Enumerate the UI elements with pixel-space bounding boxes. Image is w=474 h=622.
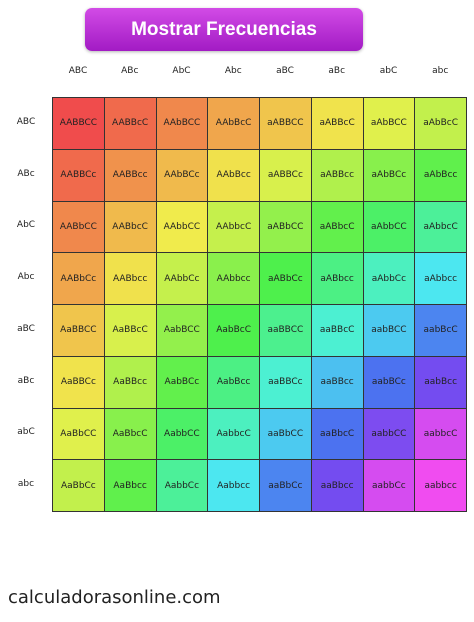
genotype-cell: aAbbcC [414, 200, 467, 254]
genotype-cell: aABBCC [259, 97, 312, 150]
genotype-cell: aABBcC [310, 97, 364, 150]
genotype-cell: aabBCc [362, 355, 416, 409]
genotype-cell: aAbbCC [362, 200, 416, 254]
genotype-cell: AABBCc [52, 148, 105, 202]
column-header: Abc [224, 66, 242, 76]
genotype-cell: AaBbCC [52, 407, 105, 461]
genotype-cell: AABbCC [52, 200, 105, 254]
genotype-cell: AABBcc [103, 148, 157, 202]
row-header: ABC [16, 116, 36, 127]
genotype-cell: aaBbcC [310, 407, 364, 461]
row-header: Abc [17, 272, 35, 283]
genotype-cell: AabBcC [207, 304, 260, 357]
column-header: AbC [172, 66, 191, 76]
row-header: aBc [17, 375, 35, 386]
genotype-cell: AabbCC [155, 407, 209, 461]
genotype-cell: AabBCc [155, 355, 209, 409]
column-header: aBC [276, 66, 294, 76]
row-header: abc [17, 479, 35, 490]
genotype-cell: aaBbcc [310, 459, 364, 512]
genotype-cell: AaBBcC [103, 304, 157, 357]
genotype-cell: AabbcC [207, 407, 260, 461]
genotype-cell: AAbBCC [155, 97, 209, 150]
footer: calculadorasonline.com [8, 587, 221, 608]
row-header: ABc [17, 168, 35, 179]
row-header: abC [17, 427, 35, 438]
row-header: AbC [16, 220, 36, 231]
genotype-cell: aaBBcC [310, 304, 364, 357]
genotype-cell: aAbBcC [414, 97, 467, 150]
row-header: aBC [17, 323, 35, 334]
genotype-cell: AabBcc [207, 355, 260, 409]
genotype-cell: aabBcc [414, 355, 467, 409]
genotype-cell: AABBcC [103, 97, 157, 150]
genotype-cell: AABbcC [103, 200, 157, 254]
genotype-cell: aaBBcc [310, 355, 364, 409]
genotype-cell: AAbBcC [207, 97, 260, 150]
genotype-cell: aABbCc [259, 252, 312, 305]
genotype-cell: aabbCc [362, 459, 416, 512]
column-header: aBc [328, 66, 346, 76]
genotype-cell: AAbbcC [207, 200, 260, 254]
genotype-cell: AABbcc [103, 252, 157, 305]
genotype-cell: Aabbcc [207, 459, 260, 512]
genotype-cell: AABbCc [52, 252, 105, 305]
genotype-cell: AABBCC [52, 97, 105, 150]
genotype-cell: aAbBcc [414, 148, 467, 202]
genotype-cell: AAbBCc [155, 148, 209, 202]
genotype-cell: AAbbCC [155, 200, 209, 254]
genotype-cell: aabbcc [414, 459, 467, 512]
genotype-cell: aabBCC [362, 304, 416, 357]
show-frequencies-button[interactable]: Mostrar Frecuencias [85, 8, 363, 51]
genotype-cell: aaBBCC [259, 304, 312, 357]
genotype-cell: aABbcC [310, 200, 364, 254]
genotype-cell: aABBCc [259, 148, 312, 202]
genotype-cell: aaBbCc [259, 459, 312, 512]
genotype-cell: aABBcc [310, 148, 364, 202]
genotype-cell: aABbCC [259, 200, 312, 254]
column-header: ABC [68, 66, 88, 76]
genotype-cell: aabbCC [362, 407, 416, 461]
genotype-cell: aabBcC [414, 304, 467, 357]
column-header: ABc [121, 66, 139, 76]
genotype-cell: AAbBcc [207, 148, 260, 202]
genotype-cell: aABbcc [310, 252, 364, 305]
genotype-cell: aAbbcc [414, 252, 467, 305]
genotype-cell: AabbCc [155, 459, 209, 512]
genotype-cell: AAbbCc [155, 252, 209, 305]
genotype-cell: aAbbCc [362, 252, 416, 305]
genotype-cell: aaBBCc [259, 355, 312, 409]
genotype-cell: aaBbCC [259, 407, 312, 461]
genotype-cell: aAbBCc [362, 148, 416, 202]
genotype-cell: AaBbcC [103, 407, 157, 461]
genotype-cell: aabbcC [414, 407, 467, 461]
genotype-cell: AAbbcc [207, 252, 260, 305]
column-header: abc [432, 66, 449, 76]
genotype-cell: AaBBcc [103, 355, 157, 409]
genotype-cell: AabBCC [155, 304, 209, 357]
genotype-cell: AaBBCc [52, 355, 105, 409]
genotype-cell: aAbBCC [362, 97, 416, 150]
genotype-cell: AaBbcc [103, 459, 157, 512]
genotype-cell: AaBbCc [52, 459, 105, 512]
genotype-cell: AaBBCC [52, 304, 105, 357]
column-header: abC [379, 66, 398, 76]
